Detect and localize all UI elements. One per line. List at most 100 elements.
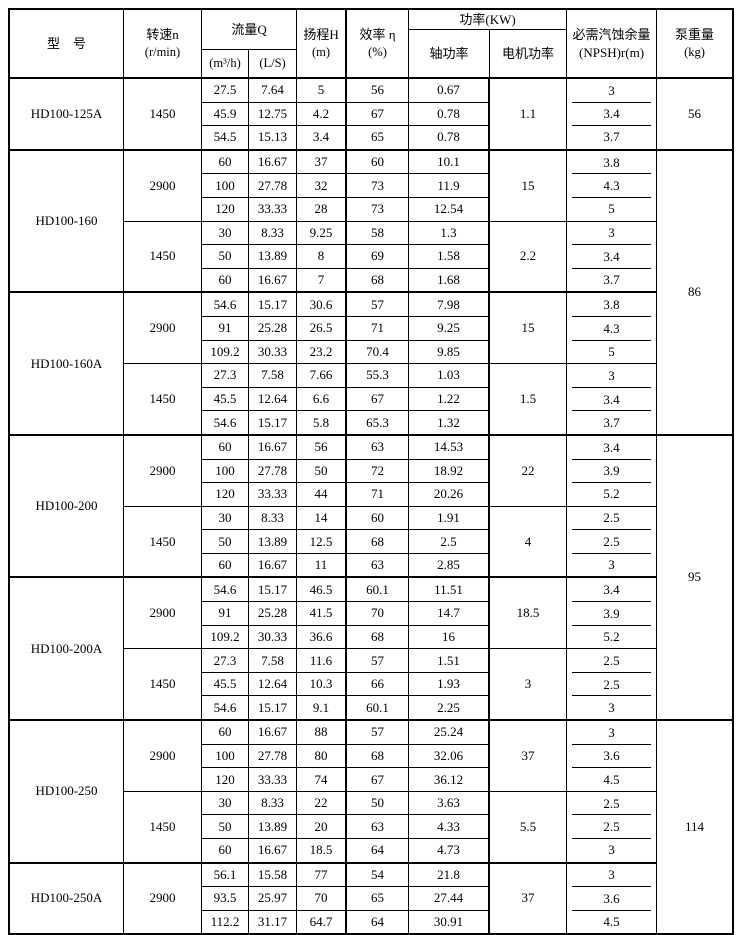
flow-m3h-cell: 120 [202, 483, 249, 507]
head-cell: 11.6 [297, 649, 348, 673]
flow-m3h-cell: 27.3 [202, 649, 249, 673]
table-row: 109.2 30.33 36.6 68 16 5.2 [10, 625, 732, 650]
speed-cell: 1450 [124, 364, 202, 436]
flow-ls-cell: 7.58 [249, 364, 298, 388]
head-cell: 44 [297, 483, 348, 507]
shaft-power-cell: 1.68 [409, 268, 491, 294]
npsh-cell: 3.6 [567, 744, 658, 769]
efficiency-cell: 60.1 [347, 696, 410, 722]
model-cell: HD100-160A [10, 293, 124, 436]
table-row: 100 27.78 32 73 11.9 4.3 [10, 174, 732, 198]
flow-m3h-cell: 54.6 [202, 411, 249, 436]
head-cell: 11 [297, 553, 348, 579]
head-header-label: 扬程H [303, 27, 339, 43]
flow-ls-cell: 13.89 [249, 530, 298, 554]
flow-ls-cell: 16.67 [249, 721, 298, 745]
speed-cell: 1450 [124, 506, 202, 579]
shaft-power-cell: 1.93 [409, 672, 491, 697]
shaft-power-cell: 1.03 [409, 364, 491, 388]
shaft-power-cell: 20.26 [409, 483, 491, 507]
shaft-power-cell: 1.58 [409, 245, 491, 269]
shaft-power-cell: 0.67 [409, 79, 491, 103]
col-header-flow-m3h: (m³/h) [202, 50, 249, 77]
npsh-cell: 3.6 [567, 887, 658, 911]
efficiency-cell: 60.1 [347, 578, 410, 603]
speed-cell: 1450 [124, 79, 202, 151]
flow-ls-cell: 12.75 [249, 102, 298, 127]
table-row: 50 13.89 20 63 4.33 2.5 [10, 815, 732, 839]
col-header-shaft-power: 轴功率 [409, 30, 491, 77]
weight-cell: 114 [685, 819, 705, 835]
head-cell: 74 [297, 768, 348, 792]
flow-ls-cell: 33.33 [249, 768, 298, 792]
efficiency-cell: 68 [347, 268, 410, 294]
speed-cell: 1450 [124, 221, 202, 294]
flow-m3h-cell: 54.6 [202, 578, 249, 603]
flow-m3h-cell: 54.6 [202, 293, 249, 317]
flow-m3h-cell: 93.5 [202, 887, 249, 911]
speed-header-label: 转速n [146, 27, 179, 43]
shaft-power-cell: 36.12 [409, 768, 491, 792]
efficiency-cell: 60 [347, 150, 410, 175]
motor-power-cell: 1.5 [490, 364, 568, 436]
flow-ls-cell: 16.67 [249, 150, 298, 175]
npsh-header-label: 必需汽蚀余量 [572, 26, 651, 42]
speed-header-unit: (r/min) [144, 44, 181, 59]
efficiency-header-label: 效率 η [359, 27, 396, 43]
flow-ls-cell: 13.89 [249, 815, 298, 839]
pump-spec-table: 型 号 转速n (r/min) 流量Q (m³/h) (L/S) 扬程H (m) [8, 8, 735, 935]
table-row: HD100-250 2900 60 16.67 88 57 25.24 37 3 114 [10, 721, 732, 864]
flow-ls-cell: 27.78 [249, 459, 298, 484]
head-cell: 50 [297, 459, 348, 484]
efficiency-cell: 69 [347, 245, 410, 269]
shaft-power-cell: 1.22 [409, 387, 491, 412]
flow-ls-cell: 8.33 [249, 221, 298, 246]
flow-ls-cell: 30.33 [249, 340, 298, 365]
flow-m3h-cell: 56.1 [202, 863, 249, 888]
table-row: 1450 30 8.33 22 50 3.63 5.5 2.5 [10, 791, 732, 864]
flow-ls-cell: 12.64 [249, 672, 298, 697]
flow-m3h-cell: 120 [202, 768, 249, 792]
power-header-label: 功率(KW) [409, 10, 567, 30]
flow-ls-cell: 15.17 [249, 411, 298, 436]
flow-ls-cell: 25.28 [249, 602, 298, 626]
head-cell: 7.66 [297, 364, 348, 388]
npsh-cell: 2.5 [567, 815, 658, 839]
shaft-power-cell: 27.44 [409, 887, 491, 911]
speed-cell: 1450 [124, 791, 202, 864]
table-row: 120 33.33 74 67 36.12 4.5 [10, 768, 732, 792]
npsh-cell: 3.9 [567, 602, 658, 626]
flow-m3h-cell: 30 [202, 506, 249, 531]
table-row: HD100-160 2900 60 16.67 37 60 10.1 15 3.8 86 [10, 150, 733, 436]
head-cell: 6.6 [297, 387, 348, 412]
table-row: HD100-125A 1450 27.5 7.64 5 56 0.67 1.1 3 56 [10, 79, 733, 151]
npsh-cell: 3 [567, 553, 658, 579]
head-cell: 8 [297, 245, 348, 269]
npsh-cell: 3 [567, 721, 658, 745]
speed-cell: 2900 [124, 435, 202, 507]
npsh-cell: 2.5 [567, 791, 658, 816]
table-row: 120 33.33 28 73 12.54 5 [10, 197, 732, 222]
shaft-power-cell: 18.92 [409, 459, 491, 484]
model-cell: HD100-200 [10, 435, 124, 579]
table-row: HD100-200A 2900 54.6 15.17 46.5 60.1 11.51 18.5… [10, 578, 732, 722]
efficiency-cell: 50 [347, 791, 410, 816]
flow-m3h-cell: 60 [202, 268, 249, 294]
shaft-power-cell: 4.33 [409, 815, 491, 839]
flow-ls-cell: 15.17 [249, 578, 298, 603]
table-row: 60 16.67 7 68 1.68 3.7 [10, 268, 732, 294]
head-cell: 28 [297, 197, 348, 222]
weight-header-label: 泵重量 [675, 27, 715, 43]
head-cell: 5 [297, 79, 348, 103]
table-row: 1450 30 8.33 14 60 1.91 4 2.5 [10, 506, 732, 579]
npsh-cell: 3.8 [567, 293, 658, 317]
efficiency-cell: 63 [347, 553, 410, 579]
flow-ls-cell: 27.78 [249, 744, 298, 769]
head-cell: 23.2 [297, 340, 348, 365]
flow-ls-cell: 30.33 [249, 625, 298, 650]
flow-ls-cell: 25.28 [249, 316, 298, 341]
efficiency-cell: 65 [347, 887, 410, 911]
table-row: HD100-160A 2900 54.6 15.17 30.6 57 7.98 15 3.8 [10, 293, 732, 436]
efficiency-cell: 68 [347, 625, 410, 650]
